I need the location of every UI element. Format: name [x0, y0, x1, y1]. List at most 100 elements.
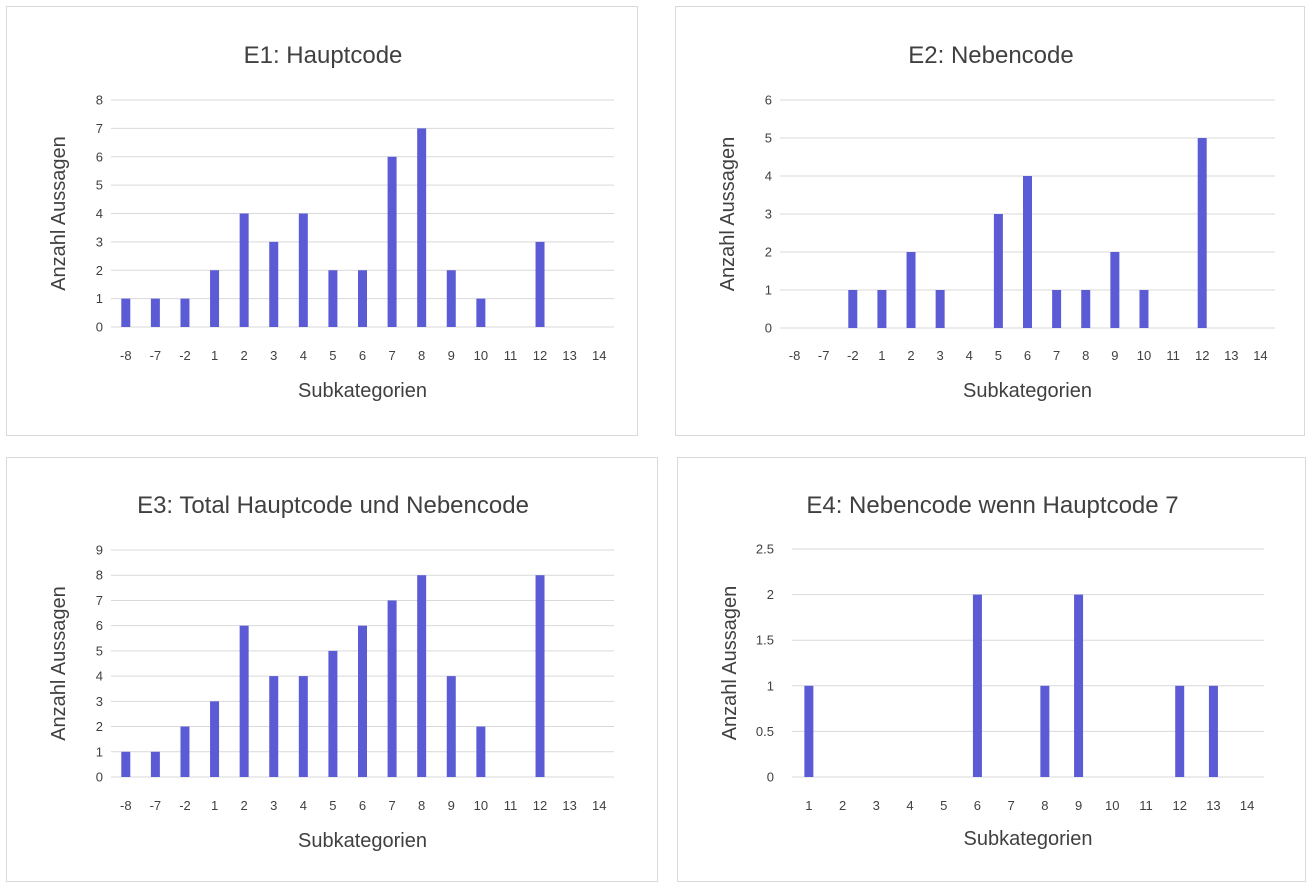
x-tick-label: 14 — [1240, 798, 1254, 813]
bar — [298, 676, 308, 777]
x-tick-label: 12 — [1195, 348, 1209, 363]
chart-e3-total: E3: Total Hauptcode und Nebencode 0 1 2 3 4 5 6… — [6, 457, 658, 882]
x-tick-label: 2 — [839, 798, 846, 813]
x-tick-label: 10 — [1105, 798, 1119, 813]
bar — [906, 252, 916, 328]
x-tick-label: 6 — [974, 798, 981, 813]
x-tick-label: 11 — [1166, 348, 1180, 363]
bar — [387, 600, 397, 777]
x-tick-label: -8 — [789, 348, 801, 363]
x-tick-label: 12 — [533, 348, 547, 363]
x-tick-label: 9 — [1075, 798, 1082, 813]
bar — [358, 625, 367, 777]
y-tick-label: 6 — [765, 93, 772, 108]
x-tick-label: 1 — [211, 348, 218, 363]
x-tick-label: 9 — [448, 798, 455, 813]
y-tick-label: 0 — [765, 321, 772, 336]
x-tick-label: 1 — [211, 798, 218, 813]
bar — [877, 290, 887, 328]
x-tick-label: 4 — [300, 798, 307, 813]
x-tick-label: 1 — [878, 348, 885, 363]
chart-title: E1: Hauptcode — [244, 42, 403, 69]
bar — [476, 726, 486, 777]
y-tick-label: 3 — [765, 207, 772, 222]
x-tick-label: -2 — [179, 348, 191, 363]
x-tick-label: -7 — [150, 798, 162, 813]
bar — [121, 751, 131, 777]
x-tick-label: 12 — [533, 798, 547, 813]
chart-title: E4: Nebencode wenn Hauptcode 7 — [806, 492, 1178, 519]
y-tick-label: 6 — [96, 618, 103, 633]
y-tick-label: 7 — [96, 593, 103, 608]
bar — [180, 298, 190, 327]
bar — [935, 290, 945, 328]
bar — [387, 156, 397, 327]
chart-title: E2: Nebencode — [908, 42, 1073, 69]
x-tick-label: 6 — [359, 348, 366, 363]
x-axis-title: Subkategorien — [964, 828, 1093, 850]
bar — [476, 298, 486, 327]
y-tick-label: 8 — [96, 93, 103, 108]
bar — [1175, 685, 1185, 777]
y-axis-title: Anzahl Aussagen — [717, 137, 739, 292]
x-tick-label: 4 — [906, 798, 913, 813]
chart-svg: E3: Total Hauptcode und Nebencode0123456… — [48, 492, 614, 852]
bar — [121, 298, 131, 327]
bar — [535, 241, 545, 327]
y-tick-label: 2 — [96, 263, 103, 278]
bar — [535, 575, 545, 777]
bar — [1139, 290, 1149, 328]
bar — [150, 298, 160, 327]
x-tick-label: 3 — [270, 798, 277, 813]
bar — [150, 751, 160, 777]
x-tick-label: -8 — [120, 348, 132, 363]
x-tick-label: 12 — [1172, 798, 1186, 813]
y-tick-label: 0 — [767, 770, 774, 785]
bar — [993, 214, 1003, 328]
y-tick-label: 2 — [96, 719, 103, 734]
x-tick-label: -2 — [847, 348, 859, 363]
y-axis-title: Anzahl Aussagen — [48, 136, 70, 291]
x-tick-label: 14 — [592, 798, 606, 813]
bar — [239, 625, 249, 777]
x-tick-label: 10 — [1137, 348, 1151, 363]
bar — [446, 676, 456, 777]
bar — [1197, 138, 1207, 328]
x-tick-label: 5 — [329, 798, 336, 813]
chart-e2-nebencode: E2: Nebencode 0 1 2 3 4 5 6 -8 -7 -2 1 2 3 4 5 6 7 8 9 10 11 1… — [675, 6, 1305, 436]
bar — [210, 270, 220, 327]
x-tick-label: 2 — [241, 348, 248, 363]
x-tick-label: 7 — [1008, 798, 1015, 813]
x-tick-label: 8 — [418, 798, 425, 813]
bar — [1074, 594, 1084, 777]
x-tick-label: 7 — [1053, 348, 1060, 363]
x-tick-label: 2 — [907, 348, 914, 363]
x-tick-label: 7 — [388, 348, 395, 363]
y-tick-label: 2 — [765, 245, 772, 260]
x-tick-label: 3 — [937, 348, 944, 363]
x-tick-label: 5 — [329, 348, 336, 363]
x-tick-label: 5 — [940, 798, 947, 813]
bar — [210, 701, 220, 777]
x-tick-label: 14 — [1253, 348, 1267, 363]
bar — [269, 676, 279, 777]
y-tick-label: 7 — [96, 121, 103, 136]
x-tick-label: 13 — [562, 798, 576, 813]
y-tick-label: 4 — [96, 669, 103, 684]
y-tick-label: 0.5 — [756, 724, 774, 739]
y-tick-label: 0 — [96, 320, 103, 335]
x-tick-label: 2 — [241, 798, 248, 813]
y-tick-label: 3 — [96, 694, 103, 709]
chart-svg: E4: Nebencode wenn Hauptcode 7 0 0.5 1 1.5 2 2… — [719, 492, 1264, 850]
y-axis-title: Anzahl Aussagen — [719, 586, 741, 741]
x-tick-label: 13 — [1224, 348, 1238, 363]
bar — [269, 241, 279, 327]
x-axis-title: Subkategorien — [298, 830, 427, 852]
x-tick-label: -8 — [120, 798, 132, 813]
bar — [446, 270, 456, 327]
x-axis-title: Subkategorien — [298, 380, 427, 402]
bar — [328, 650, 338, 777]
y-tick-label: 5 — [96, 178, 103, 193]
bar — [1040, 685, 1050, 777]
chart-e4-nebencode-hauptcode-7: E4: Nebencode wenn Hauptcode 7 0 0.5 1 1.5 2 2… — [677, 457, 1306, 882]
